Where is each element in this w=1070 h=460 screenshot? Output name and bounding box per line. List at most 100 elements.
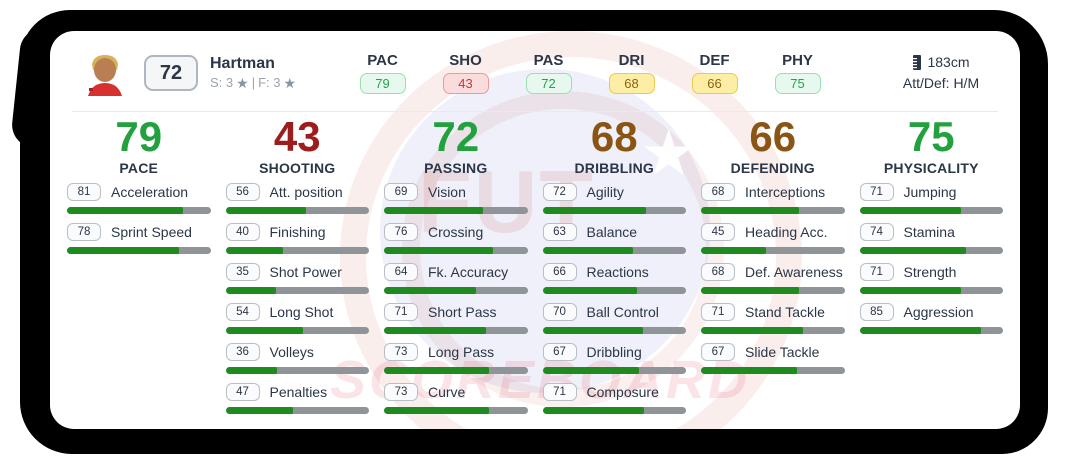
stat-progress-track	[384, 367, 528, 374]
stat-label: Reactions	[587, 264, 649, 280]
top-stat-dri: DRI68	[609, 52, 655, 94]
stat-row-top: 66Reactions	[543, 263, 687, 281]
top-stat-pas: PAS72	[526, 52, 572, 94]
stat-value-badge: 45	[701, 223, 735, 241]
stat-progress-fill	[226, 207, 306, 214]
stat-value-badge: 40	[226, 223, 260, 241]
player-meta: 183cm Att/Def: H/M	[886, 52, 996, 94]
stat-progress-track	[860, 287, 1004, 294]
stat-label: Penalties	[270, 384, 328, 400]
stat-row-top: 72Agility	[543, 183, 687, 201]
top-stat-sho: SHO43	[443, 52, 489, 94]
stat-label: Vision	[428, 184, 466, 200]
stat-label: Long Shot	[270, 304, 334, 320]
stat-progress-fill	[384, 287, 476, 294]
stat-progress-track	[226, 327, 370, 334]
stat-label: Shot Power	[270, 264, 342, 280]
column-label: SHOOTING	[226, 160, 370, 176]
top-stat-label: PAS	[526, 52, 572, 69]
stat-row: 63Balance	[543, 223, 687, 254]
column-total: 79	[67, 116, 211, 158]
stat-row-top: 69Vision	[384, 183, 528, 201]
stat-value-badge: 63	[543, 223, 577, 241]
stat-progress-track	[226, 287, 370, 294]
top-stat-label: DRI	[609, 52, 655, 69]
stat-row: 54Long Shot	[226, 303, 370, 334]
card-header: 72 Hartman S: 3 ★ | F: 3 ★ PAC79SHO43PAS…	[50, 31, 1020, 104]
stat-row-top: 74Stamina	[860, 223, 1004, 241]
column-label: DEFENDING	[701, 160, 845, 176]
stat-row: 72Agility	[543, 183, 687, 214]
stat-label: Interceptions	[745, 184, 825, 200]
stat-row: 70Ball Control	[543, 303, 687, 334]
stat-progress-track	[226, 247, 370, 254]
stat-row-top: 71Strength	[860, 263, 1004, 281]
stat-progress-fill	[701, 207, 799, 214]
stat-column-shooting: 43SHOOTING56Att. position40Finishing35Sh…	[226, 116, 370, 429]
column-header: 75PHYSICALITY	[860, 116, 1004, 176]
stat-row-top: 64Fk. Accuracy	[384, 263, 528, 281]
stat-row: 66Reactions	[543, 263, 687, 294]
stat-label: Volleys	[270, 344, 314, 360]
top-stat-label: PHY	[775, 52, 821, 69]
stat-value-badge: 73	[384, 343, 418, 361]
stat-progress-track	[543, 287, 687, 294]
stat-row: 67Dribbling	[543, 343, 687, 374]
stat-value-badge: 71	[543, 383, 577, 401]
stat-value-badge: 71	[384, 303, 418, 321]
weak-foot-label: F: 3	[258, 76, 280, 91]
stat-progress-track	[701, 247, 845, 254]
stat-progress-fill	[67, 207, 183, 214]
stat-row: 36Volleys	[226, 343, 370, 374]
stat-label: Acceleration	[111, 184, 188, 200]
stat-row: 64Fk. Accuracy	[384, 263, 528, 294]
stat-row-top: 71Short Pass	[384, 303, 528, 321]
stat-value-badge: 68	[701, 183, 735, 201]
column-header: 68DRIBBLING	[543, 116, 687, 176]
stat-progress-track	[384, 287, 528, 294]
column-total: 72	[384, 116, 528, 158]
stat-progress-track	[543, 327, 687, 334]
stat-row-top: 63Balance	[543, 223, 687, 241]
stat-progress-track	[701, 367, 845, 374]
stat-label: Finishing	[270, 224, 326, 240]
stat-column-physicality: 75PHYSICALITY 71Jumping 74Stamina 71Strengt…	[860, 116, 1004, 429]
top-stat-phy: PHY75	[775, 52, 821, 94]
stat-row: 81Acceleration	[67, 183, 211, 214]
stat-progress-fill	[860, 287, 962, 294]
column-total: 75	[860, 116, 1004, 158]
stat-row-top: 68 Interceptions	[701, 183, 845, 201]
stat-progress-track	[67, 247, 211, 254]
stat-progress-fill	[543, 247, 633, 254]
stat-progress-fill	[226, 247, 283, 254]
stat-value-badge: 67	[701, 343, 735, 361]
stat-column-dribbling: 68DRIBBLING 72Agility 63Balance 66Reactions…	[543, 116, 687, 429]
stat-progress-fill	[543, 407, 645, 414]
stat-row-top: 71Jumping	[860, 183, 1004, 201]
stat-row: 78Sprint Speed	[67, 223, 211, 254]
overall-rating: 72	[144, 55, 198, 91]
column-label: DRIBBLING	[543, 160, 687, 176]
stat-row-top: 45Heading Acc.	[701, 223, 845, 241]
player-card: ★ FUT SCOREBOARD 72 Hartman S: 3 ★	[50, 31, 1020, 429]
stat-progress-fill	[384, 407, 489, 414]
stat-progress-fill	[543, 287, 638, 294]
column-label: PASSING	[384, 160, 528, 176]
stat-progress-track	[226, 407, 370, 414]
stat-progress-fill	[384, 207, 483, 214]
stat-progress-fill	[226, 327, 303, 334]
stat-progress-track	[543, 407, 687, 414]
separator: |	[252, 76, 255, 91]
stat-row-top: 70Ball Control	[543, 303, 687, 321]
stat-label: Stand Tackle	[745, 304, 825, 320]
stat-progress-track	[226, 207, 370, 214]
stat-label: Slide Tackle	[745, 344, 819, 360]
stat-value-badge: 70	[543, 303, 577, 321]
stat-row-top: 68Def. Awareness	[701, 263, 845, 281]
stat-row: 71Stand Tackle	[701, 303, 845, 334]
skill-star-icon: ★	[236, 75, 249, 91]
stat-label: Def. Awareness	[745, 264, 843, 280]
stat-row: 56Att. position	[226, 183, 370, 214]
stat-progress-fill	[543, 367, 639, 374]
stat-row: 73Long Pass	[384, 343, 528, 374]
